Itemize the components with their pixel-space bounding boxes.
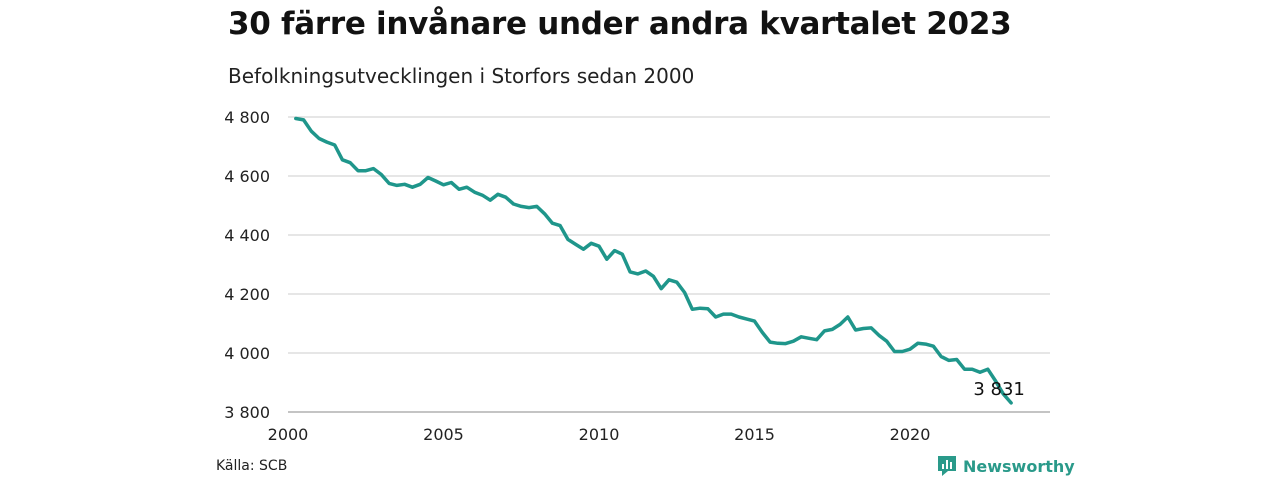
x-tick-label: 2010 xyxy=(579,425,620,444)
annotation-layer: 3 831 xyxy=(973,379,1025,400)
source-label: Källa: SCB xyxy=(216,458,288,474)
population-series-line xyxy=(294,116,1013,405)
chart-title: 30 färre invånare under andra kvartalet … xyxy=(228,6,1012,42)
series-layer xyxy=(294,116,1013,405)
y-tick-label: 4 200 xyxy=(224,285,270,304)
x-tick-label: 2020 xyxy=(890,425,931,444)
last-value-label: 3 831 xyxy=(973,379,1025,400)
brand-logo[interactable]: Newsworthy xyxy=(937,455,1075,477)
x-tick-label: 2005 xyxy=(423,425,464,444)
x-tick-label: 2015 xyxy=(734,425,775,444)
y-axis-ticks: 3 800 4 000 4 200 4 400 4 600 4 800 xyxy=(224,108,270,422)
x-tick-label: 2000 xyxy=(268,425,309,444)
y-tick-label: 4 000 xyxy=(224,344,270,363)
chart-subtitle: Befolkningsutvecklingen i Storfors sedan… xyxy=(228,64,695,88)
gridlines xyxy=(288,116,1050,354)
brand-name: Newsworthy xyxy=(963,456,1075,476)
y-tick-label: 4 800 xyxy=(224,108,270,127)
y-tick-label: 4 600 xyxy=(224,167,270,186)
x-axis-ticks: 2000 2005 2010 2015 2020 xyxy=(268,425,931,444)
y-tick-label: 3 800 xyxy=(224,403,270,422)
newsworthy-logo-icon xyxy=(938,456,956,476)
y-tick-label: 4 400 xyxy=(224,226,270,245)
